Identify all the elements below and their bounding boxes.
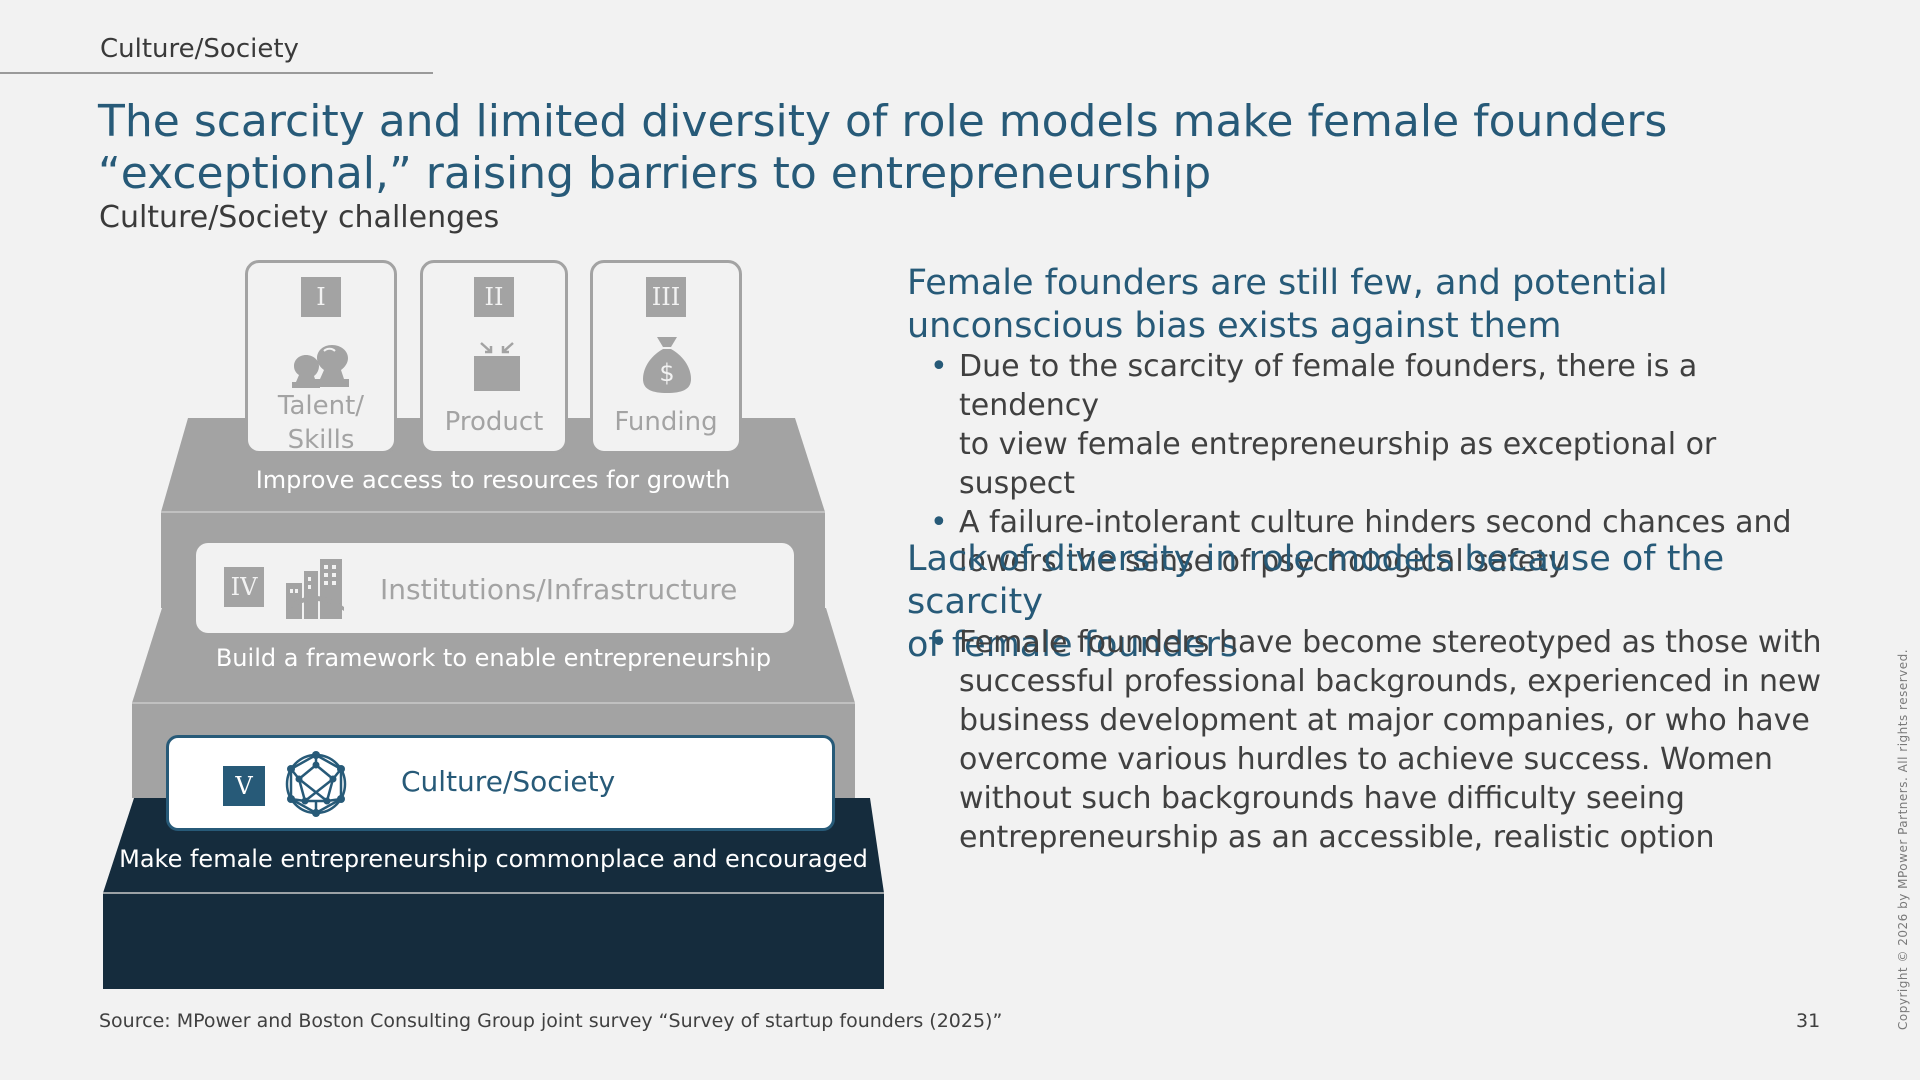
section-1-heading: Female founders are still few, and poten… (907, 262, 1827, 348)
tier-3-base-shape (103, 893, 884, 989)
page-title-line-2: “exceptional,” raising barriers to entre… (98, 148, 1212, 199)
pillar-product: II Product (420, 260, 568, 454)
pyramid-diagram: I Talent/ Skills II Product III $ (0, 0, 900, 1000)
network-sphere-icon (285, 751, 347, 817)
institutions-label: Institutions/Infrastructure (380, 573, 738, 606)
pillar-talent-skills: I Talent/ Skills (245, 260, 397, 457)
bullet-line: entrepreneurship as an accessible, reali… (959, 820, 1715, 855)
section-2-bullets: Female founders have become stereotyped … (930, 623, 1830, 857)
section-1-heading-line-2: unconscious bias exists against them (907, 306, 1562, 346)
numeral-badge: IV (224, 567, 264, 607)
pillar-label: Talent/ Skills (248, 389, 394, 457)
tier-2-caption: Build a framework to enable entrepreneur… (215, 644, 772, 672)
pillar-funding: III $ Funding (590, 260, 742, 454)
section-1-bullets: Due to the scarcity of female founders, … (930, 347, 1830, 581)
bullet-line: overcome various hurdles to achieve succ… (959, 742, 1773, 777)
pillar-label: Funding (614, 407, 718, 437)
institutions-box: IV Institutions/Infrastructure (196, 543, 794, 633)
bullet-item: Female founders have become stereotyped … (930, 623, 1830, 857)
bullet-item: A failure-intolerant culture hinders sec… (930, 503, 1830, 581)
tier-3-caption: Make female entrepreneurship commonplace… (119, 845, 868, 873)
culture-society-box: V Culture/Society (166, 735, 835, 831)
section-1-heading-line-1: Female founders are still few, and poten… (907, 263, 1668, 303)
svg-text:$: $ (659, 359, 674, 387)
pillar-label-line-1: Talent/ (277, 391, 365, 421)
page-title: The scarcity and limited diversity of ro… (98, 96, 1738, 200)
bullet-line: without such backgrounds have difficulty… (959, 781, 1685, 816)
section-divider (0, 72, 433, 74)
culture-society-label: Culture/Society (401, 765, 616, 798)
numeral-badge: II (474, 277, 514, 317)
source-footnote: Source: MPower and Boston Consulting Gro… (99, 1010, 1003, 1032)
numeral-badge: I (301, 277, 341, 317)
bullet-line: successful professional backgrounds, exp… (959, 664, 1821, 699)
section-tag: Culture/Society (100, 34, 299, 64)
bullet-line: to view female entrepreneurship as excep… (959, 427, 1717, 501)
pillar-label-line-2: Skills (287, 425, 355, 455)
product-box-icon (474, 342, 520, 391)
numeral-badge: III (646, 277, 686, 317)
bullet-line: Female founders have become stereotyped … (959, 625, 1822, 660)
bullet-line: lowers the sense of psychological safety (959, 544, 1566, 579)
numeral-badge: V (223, 766, 265, 806)
bullet-line: business development at major companies,… (959, 703, 1810, 738)
bullet-item: Due to the scarcity of female founders, … (930, 347, 1830, 503)
bullet-line: Due to the scarcity of female founders, … (959, 349, 1698, 423)
money-bag-icon: $ (643, 337, 691, 393)
page-title-line-1: The scarcity and limited diversity of ro… (98, 96, 1668, 147)
people-icon (292, 345, 349, 388)
page-subtitle: Culture/Society challenges (99, 200, 500, 235)
bullet-line: A failure-intolerant culture hinders sec… (959, 505, 1792, 540)
copyright-notice: Copyright © 2026 by MPower Partners. All… (1896, 648, 1910, 1030)
buildings-icon (286, 559, 344, 619)
tier-1-caption: Improve access to resources for growth (255, 466, 731, 494)
page-number: 31 (1796, 1010, 1821, 1032)
section-2-heading-line-1: Lack of diversity in role models because… (907, 539, 1725, 622)
pillar-label: Product (444, 407, 544, 437)
